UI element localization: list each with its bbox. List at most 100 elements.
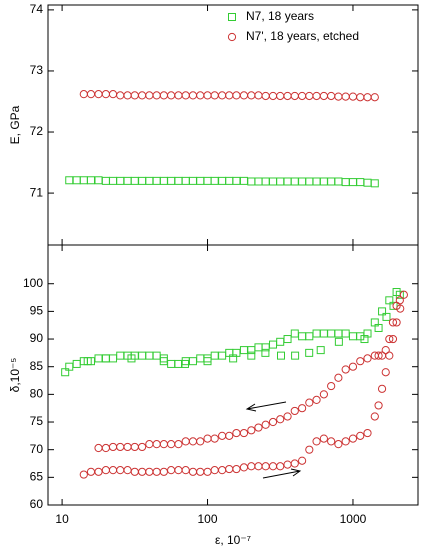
marker: [159, 467, 168, 476]
marker: [269, 177, 278, 186]
marker: [377, 384, 387, 393]
marker: [138, 467, 147, 476]
marker: [101, 176, 110, 185]
marker: [348, 332, 357, 341]
marker: [254, 343, 263, 352]
marker: [239, 91, 249, 100]
marker: [167, 466, 176, 475]
marker: [327, 91, 336, 101]
marker: [86, 467, 96, 476]
marker: [94, 176, 103, 185]
marker: [319, 91, 328, 101]
marker: [108, 90, 118, 99]
marker: [334, 440, 343, 449]
marker: [290, 329, 299, 338]
marker: [167, 440, 176, 449]
marker: [225, 431, 234, 440]
marker: [356, 431, 365, 440]
marker: [83, 357, 92, 366]
marker: [261, 420, 270, 429]
marker: [388, 334, 398, 344]
marker: [225, 464, 234, 474]
y-tick-label: 72: [30, 124, 44, 138]
top-frame: [47, 4, 419, 246]
marker: [152, 351, 161, 360]
marker: [116, 351, 125, 360]
marker: [159, 357, 168, 366]
marker: [225, 176, 234, 185]
marker: [334, 329, 343, 338]
marker: [210, 176, 219, 185]
marker: [247, 462, 256, 471]
marker: [159, 176, 168, 185]
marker: [167, 91, 176, 100]
marker: [86, 90, 96, 99]
marker: [65, 176, 74, 185]
marker: [283, 412, 292, 421]
marker: [305, 332, 314, 341]
marker: [290, 459, 299, 468]
marker: [363, 428, 372, 438]
marker: [159, 91, 168, 100]
y-tick-label: 85: [30, 359, 44, 373]
marker: [116, 442, 125, 452]
x-axis-label: ε, 10⁻⁷: [215, 533, 251, 547]
marker: [247, 351, 256, 360]
y-tick-label: 74: [30, 2, 44, 16]
marker: [341, 437, 350, 446]
marker: [188, 357, 197, 366]
marker: [327, 381, 336, 391]
marker: [356, 93, 365, 102]
marker: [218, 91, 227, 100]
marker: [188, 176, 197, 185]
marker: [203, 357, 212, 366]
marker: [218, 351, 227, 360]
marker: [159, 354, 168, 363]
marker: [181, 466, 190, 475]
marker: [356, 178, 365, 187]
marker: [319, 177, 328, 186]
marker: [319, 390, 328, 399]
marker: [388, 318, 398, 327]
marker: [268, 417, 278, 427]
marker: [316, 346, 325, 355]
marker: [174, 176, 183, 185]
marker: [334, 177, 343, 186]
marker: [312, 437, 321, 446]
marker: [174, 440, 183, 449]
bottom-frame: [47, 244, 419, 506]
marker: [72, 359, 81, 368]
y-tick-label: 71: [30, 185, 44, 199]
marker: [86, 176, 95, 185]
marker: [370, 351, 379, 360]
marker: [174, 91, 183, 100]
marker: [127, 354, 136, 363]
marker: [174, 466, 183, 475]
marker: [101, 354, 110, 363]
marker: [290, 177, 299, 186]
marker: [305, 177, 314, 186]
marker: [130, 176, 139, 185]
marker: [138, 91, 147, 100]
marker: [138, 176, 147, 185]
marker: [312, 177, 321, 186]
marker: [348, 178, 357, 187]
marker: [203, 434, 212, 443]
marker: [196, 467, 205, 476]
marker: [79, 90, 88, 99]
marker: [334, 337, 343, 346]
marker: [239, 428, 249, 438]
marker: [348, 434, 358, 443]
marker: [290, 406, 299, 416]
marker: [94, 354, 103, 363]
marker: [232, 428, 241, 438]
marker: [152, 440, 161, 449]
marker: [130, 91, 139, 100]
marker: [239, 346, 248, 355]
marker: [305, 398, 314, 407]
marker: [239, 176, 248, 185]
y-tick-label: 70: [30, 442, 44, 456]
marker: [108, 466, 118, 475]
x-tick-label: 10: [55, 512, 69, 526]
